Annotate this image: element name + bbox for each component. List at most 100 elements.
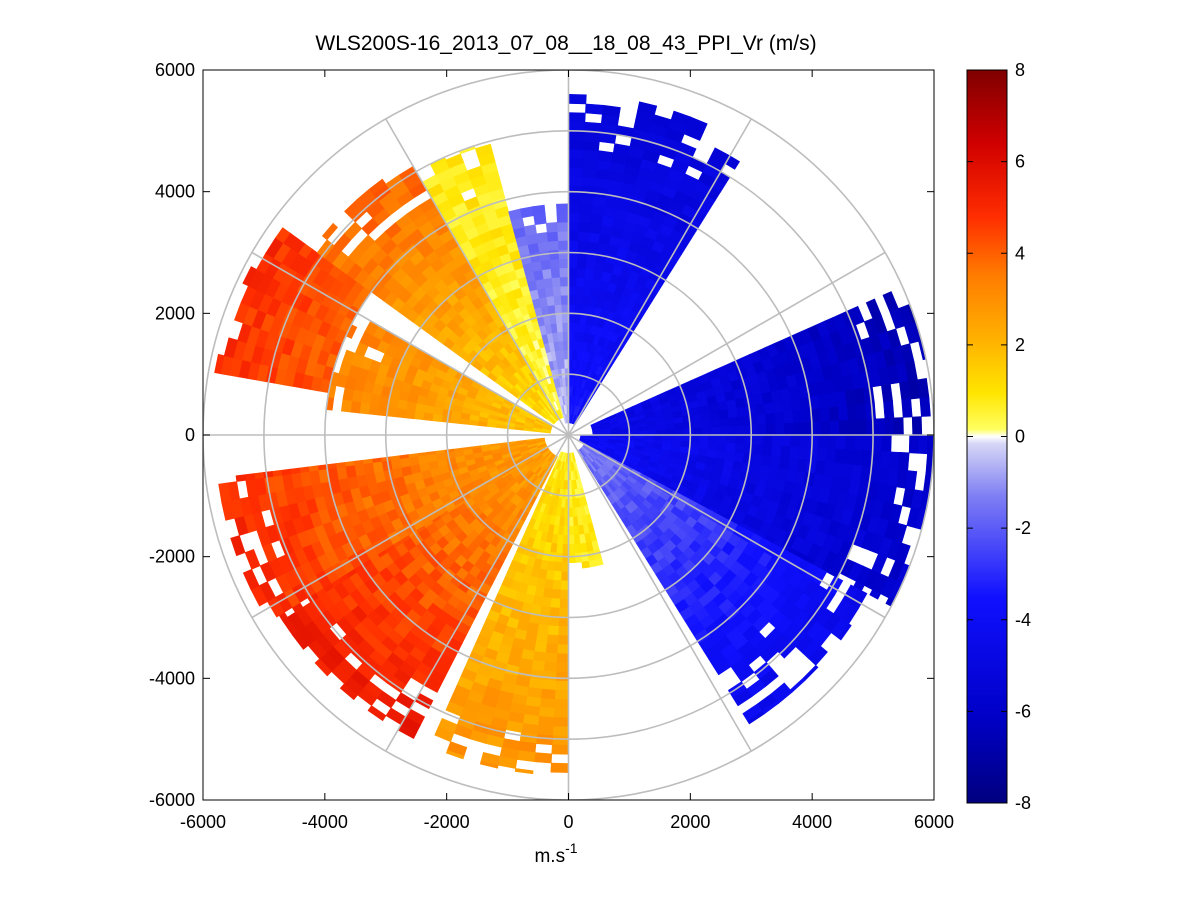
velocity-cell [718,409,730,420]
velocity-cell [586,250,598,262]
velocity-cell [543,277,554,289]
velocity-cell [556,644,569,655]
sector-north-blue [568,94,741,426]
velocity-cell [572,507,578,518]
velocity-cell [562,322,569,333]
velocity-cell [581,560,590,569]
velocity-cell [541,679,556,691]
velocity-cell [781,434,792,447]
x-tick-label: -4000 [302,812,348,832]
velocity-cell [765,413,776,425]
velocity-cell [848,419,859,436]
velocity-cell [568,130,585,141]
y-tick-label: -4000 [149,668,195,688]
velocity-cell [816,447,828,463]
velocity-cell [314,658,333,677]
velocity-cell [523,224,537,237]
azimuth-spoke [568,434,886,619]
velocity-cell [568,94,587,105]
velocity-cell [326,463,337,470]
sector-west-northwest-orange [325,320,554,434]
velocity-cell [574,552,583,563]
velocity-cell [881,383,893,403]
velocity-cell [559,276,569,287]
velocity-cell [580,551,589,563]
colorbar-tick-label: 4 [1015,243,1025,263]
velocity-cell [747,711,765,725]
velocity-cell [549,607,560,618]
velocity-cell [872,434,883,452]
velocity-cell [578,231,591,242]
velocity-cell [550,588,561,600]
velocity-cell [765,423,776,436]
velocity-cell [552,570,562,582]
velocity-cell [772,400,784,414]
velocity-cell [734,443,746,454]
velocity-cell [280,468,292,476]
velocity-cell [753,434,764,446]
velocity-cell [553,294,562,306]
x-axis-label: m.s-1 [534,840,577,867]
velocity-cell [408,455,420,467]
colorbar-tick-label: 2 [1015,335,1025,355]
velocity-cell [223,337,239,359]
velocity-cell [575,276,586,288]
velocity-cell [581,176,596,188]
velocity-cell [516,750,536,763]
velocity-cell [572,525,580,536]
velocity-cell [589,222,603,235]
velocity-cell [808,434,819,449]
velocity-cell [317,464,328,471]
colorbar-tick-label: -2 [1015,518,1031,538]
velocity-cell [828,406,840,422]
velocity-cell [807,447,819,462]
velocity-cell [601,104,621,117]
velocity-cell [557,626,569,637]
velocity-cell [771,445,782,458]
velocity-cell [838,420,850,436]
velocity-cell [546,634,559,645]
velocity-cell [553,698,569,710]
sector-southwest-red [278,447,558,739]
velocity-cell [568,285,577,296]
velocity-cell [558,607,569,618]
velocity-cell [573,534,581,545]
velocity-cell [568,294,577,305]
velocity-cell [793,422,804,436]
velocity-cell [662,434,673,441]
velocity-cell [683,421,694,430]
velocity-cell [742,453,754,465]
velocity-cell [843,449,855,466]
velocity-cell [579,203,594,215]
velocity-cell [359,401,371,415]
velocity-cell [719,417,731,428]
velocity-cell [919,396,931,417]
azimuth-spoke [568,251,886,436]
velocity-cell [674,422,685,430]
velocity-cell [726,434,737,445]
velocity-cell [568,221,580,232]
velocity-cell [585,259,597,271]
velocity-cell [368,403,380,416]
sector-east-southeast-blue [578,434,934,607]
velocity-cell [752,444,764,456]
velocity-cell [550,598,561,609]
velocity-cell [687,116,708,133]
velocity-cell [549,258,561,269]
velocity-cell [262,470,274,479]
velocity-cell [558,340,565,351]
velocity-cell [865,402,877,420]
velocity-cell [553,561,563,573]
velocity-cell [558,249,569,260]
velocity-cell [417,454,429,465]
colorbar-tick-label: 8 [1015,60,1025,80]
velocity-cell [553,708,569,719]
velocity-cell [558,258,569,269]
velocity-cell [568,544,576,554]
velocity-cell [537,241,550,253]
velocity-cell [747,424,758,436]
y-tick-label: 6000 [155,60,195,80]
velocity-cell [568,194,582,205]
velocity-cell [434,726,455,743]
velocity-cell [551,744,569,755]
